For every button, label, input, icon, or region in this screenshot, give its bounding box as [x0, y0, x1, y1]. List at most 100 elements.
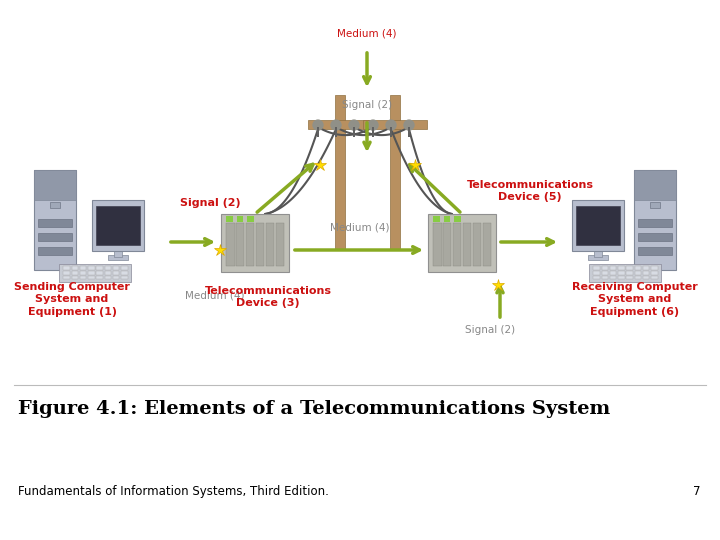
Bar — [114, 250, 122, 257]
Bar — [121, 266, 127, 270]
Bar — [317, 127, 319, 137]
Bar — [652, 266, 658, 270]
Bar — [34, 170, 76, 270]
Bar — [638, 219, 672, 227]
Text: Medium (4): Medium (4) — [330, 222, 390, 232]
Bar — [63, 276, 70, 279]
Circle shape — [313, 120, 323, 130]
Bar — [308, 120, 372, 129]
Bar — [463, 222, 471, 266]
Bar — [652, 276, 658, 279]
Bar — [276, 222, 284, 266]
Text: Signal (2): Signal (2) — [465, 325, 515, 335]
Text: Signal (2): Signal (2) — [180, 198, 240, 208]
Bar — [390, 95, 400, 250]
Text: Sending Computer
System and
Equipment (1): Sending Computer System and Equipment (1… — [14, 282, 130, 317]
Bar — [593, 266, 600, 270]
Bar — [38, 247, 72, 255]
Bar — [80, 266, 86, 270]
Bar — [226, 216, 233, 221]
Bar — [71, 266, 78, 270]
Bar — [588, 255, 608, 260]
Bar — [408, 127, 410, 137]
Bar — [453, 222, 462, 266]
Bar — [246, 222, 254, 266]
Text: Telecommunications
Device (5): Telecommunications Device (5) — [467, 180, 593, 202]
Bar — [454, 216, 461, 221]
Bar — [113, 276, 120, 279]
Bar — [96, 276, 103, 279]
Bar — [236, 222, 245, 266]
Bar — [104, 271, 111, 275]
Text: Fundamentals of Information Systems, Third Edition.: Fundamentals of Information Systems, Thi… — [18, 485, 329, 498]
Bar — [59, 264, 131, 282]
Bar — [247, 216, 253, 221]
Text: 7: 7 — [693, 485, 700, 498]
Bar — [650, 202, 660, 208]
Bar — [34, 170, 76, 200]
Bar — [88, 271, 94, 275]
Bar — [38, 219, 72, 227]
Bar — [643, 266, 649, 270]
Bar — [38, 233, 72, 241]
Bar — [482, 222, 491, 266]
Bar — [602, 271, 608, 275]
Bar — [610, 271, 616, 275]
Bar — [589, 264, 661, 282]
Bar — [71, 276, 78, 279]
Circle shape — [386, 120, 396, 130]
Bar — [353, 127, 355, 137]
Bar — [63, 271, 70, 275]
Circle shape — [331, 120, 341, 130]
Bar — [610, 276, 616, 279]
Bar — [618, 271, 625, 275]
Circle shape — [349, 120, 359, 130]
Bar — [266, 222, 274, 266]
Bar — [635, 271, 642, 275]
Bar — [221, 214, 289, 272]
Bar — [92, 200, 144, 251]
Bar — [335, 127, 337, 137]
Bar — [433, 222, 441, 266]
Bar — [71, 271, 78, 275]
Bar — [88, 266, 94, 270]
Bar — [104, 266, 111, 270]
Circle shape — [368, 120, 378, 130]
Bar — [593, 271, 600, 275]
Bar — [652, 271, 658, 275]
Bar — [610, 266, 616, 270]
Bar — [638, 233, 672, 241]
Bar — [372, 127, 374, 137]
Bar — [335, 95, 345, 250]
Bar — [104, 276, 111, 279]
Bar — [576, 206, 620, 245]
Bar — [473, 222, 481, 266]
Bar — [643, 276, 649, 279]
Bar — [80, 271, 86, 275]
Bar — [634, 170, 676, 270]
Text: Receiving Computer
System and
Equipment (6): Receiving Computer System and Equipment … — [572, 282, 698, 317]
Bar — [237, 216, 243, 221]
Bar — [50, 202, 60, 208]
Circle shape — [404, 120, 414, 130]
Bar — [107, 255, 128, 260]
Bar — [602, 276, 608, 279]
Bar — [594, 250, 602, 257]
Bar — [63, 266, 70, 270]
Bar — [618, 266, 625, 270]
Text: Medium (4): Medium (4) — [337, 28, 397, 38]
Bar — [256, 222, 264, 266]
Bar — [428, 214, 496, 272]
Bar — [226, 222, 235, 266]
Bar — [634, 170, 676, 200]
Bar — [80, 276, 86, 279]
Bar — [572, 200, 624, 251]
Bar — [635, 276, 642, 279]
Bar — [88, 276, 94, 279]
Bar — [602, 266, 608, 270]
Bar — [121, 276, 127, 279]
Bar — [444, 216, 451, 221]
Bar — [638, 247, 672, 255]
Bar — [96, 206, 140, 245]
Bar — [618, 276, 625, 279]
